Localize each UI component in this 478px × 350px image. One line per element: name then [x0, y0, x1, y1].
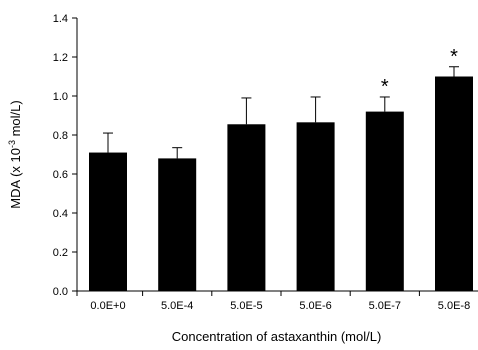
y-tick-label: 0.4: [53, 208, 68, 220]
y-tick-label: 1.2: [53, 52, 68, 64]
chart-axes: [76, 18, 478, 292]
y-axis-label-prefix: MDA (x 10: [8, 148, 23, 209]
y-axis-label: MDA (x 10-3 mol/L): [7, 100, 23, 208]
bar: [158, 158, 197, 291]
y-axis-label-exponent: -3: [7, 140, 17, 148]
bar: [435, 76, 473, 291]
y-axis-ticks: 0.0 0.2 0.4 0.6 0.8 1.0 1.2 1.4: [53, 13, 77, 298]
significance-asterisk: *: [381, 76, 389, 98]
x-tick-label: 0.0E+0: [90, 300, 125, 312]
bars: [89, 76, 473, 292]
significance-asterisk: *: [450, 46, 458, 68]
significance-markers: **: [381, 46, 458, 98]
y-tick-label: 0.8: [53, 130, 68, 142]
x-tick-label: 5.0E-7: [369, 300, 401, 312]
x-tick-label: 5.0E-4: [161, 300, 193, 312]
y-tick-label: 1.0: [53, 91, 68, 103]
y-tick-label: 0.2: [53, 247, 68, 259]
y-tick-label: 0.0: [53, 286, 68, 298]
x-tick-label: 5.0E-6: [299, 300, 331, 312]
bar: [296, 122, 335, 291]
y-tick-label: 1.4: [53, 13, 68, 25]
bar: [365, 111, 404, 291]
x-axis-label: Concentration of astaxanthin (mol/L): [172, 329, 382, 344]
y-axis-label-suffix: mol/L): [8, 100, 23, 140]
bar: [89, 152, 127, 291]
x-tick-label: 5.0E-8: [438, 300, 470, 312]
bar: [227, 124, 266, 292]
y-tick-label: 0.6: [53, 169, 68, 181]
x-tick-label: 5.0E-5: [230, 300, 262, 312]
error-bars: [103, 66, 459, 159]
x-axis-ticks: 0.0E+0 5.0E-4 5.0E-5 5.0E-6 5.0E-7 5.0E-8: [76, 291, 470, 312]
